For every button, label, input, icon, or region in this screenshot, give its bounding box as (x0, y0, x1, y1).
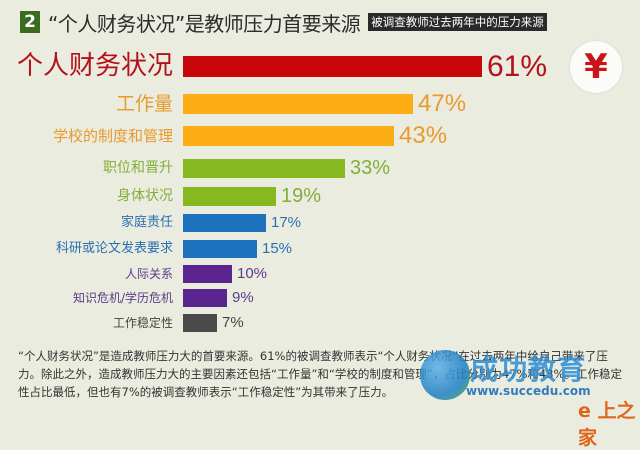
bar-label: 家庭责任 (120, 215, 173, 230)
watermark-corner-logo: e 上之家 (578, 400, 636, 449)
chart-row: 科研或论文发表要求 15% (0, 240, 640, 258)
bar (183, 159, 345, 178)
chart-row: 工作稳定性 7% (0, 314, 640, 332)
bar-label: 知识危机/学历危机 (72, 291, 173, 305)
bar-value-label: 43% (399, 122, 448, 149)
watermark-url: www.succedu.com (466, 384, 591, 398)
bar-label: 科研或论文发表要求 (55, 241, 173, 256)
watermark-brand: 成功教育 (470, 353, 587, 386)
chart-row: 个人财务状况 61% (0, 50, 640, 83)
bar-label: 人际关系 (124, 267, 173, 281)
chart-row: 学校的制度和管理 43% (0, 122, 640, 149)
bar (183, 94, 413, 114)
chart-row: 家庭责任 17% (0, 214, 640, 232)
bar-label: 工作量 (115, 93, 173, 115)
bar-label: 身体状况 (117, 188, 173, 204)
chart-subtitle: 被调查教师过去两年中的压力来源 (368, 13, 547, 31)
chart-row: 身体状况 19% (0, 185, 640, 207)
bar (183, 265, 232, 283)
section-number-badge: 2 (20, 11, 40, 33)
chart-row: 职位和晋升 33% (0, 157, 640, 179)
watermark: 成功教育 www.succedu.com e 上之家 (410, 340, 640, 449)
bar (183, 187, 276, 206)
chart-row: 知识危机/学历危机 9% (0, 289, 640, 307)
bar-value-label: 10% (237, 265, 268, 282)
yen-icon: ¥ (570, 41, 622, 93)
bar-value-label: 19% (281, 185, 322, 207)
bar (183, 314, 217, 332)
bar-label: 学校的制度和管理 (52, 127, 173, 145)
bar-value-label: 33% (350, 157, 391, 179)
bar-label: 职位和晋升 (103, 160, 173, 176)
bar (183, 214, 266, 232)
bar-value-label: 15% (262, 240, 293, 257)
bar-value-label: 47% (418, 90, 467, 117)
chart-title: “个人财务状况”是教师压力首要来源 (48, 11, 361, 36)
bar-value-label: 61% (487, 50, 548, 83)
bar (183, 240, 257, 258)
bar-value-label: 7% (222, 314, 244, 331)
bar-value-label: 9% (232, 289, 254, 306)
watermark-logo-icon (420, 350, 470, 400)
chart-row: 工作量 47% (0, 90, 640, 117)
bar (183, 289, 227, 307)
bar-label: 个人财务状况 (16, 51, 173, 81)
bar (183, 56, 482, 77)
bar-value-label: 17% (271, 214, 302, 231)
description-paragraph: “个人财务状况”是造成教师压力大的首要来源。61%的被调查教师表示“个人财务状况… (18, 349, 622, 399)
bar (183, 126, 394, 146)
chart-header: 2 “个人财务状况”是教师压力首要来源 被调查教师过去两年中的压力来源 (20, 9, 547, 36)
bar-label: 工作稳定性 (112, 316, 173, 330)
chart-row: 人际关系 10% (0, 265, 640, 283)
